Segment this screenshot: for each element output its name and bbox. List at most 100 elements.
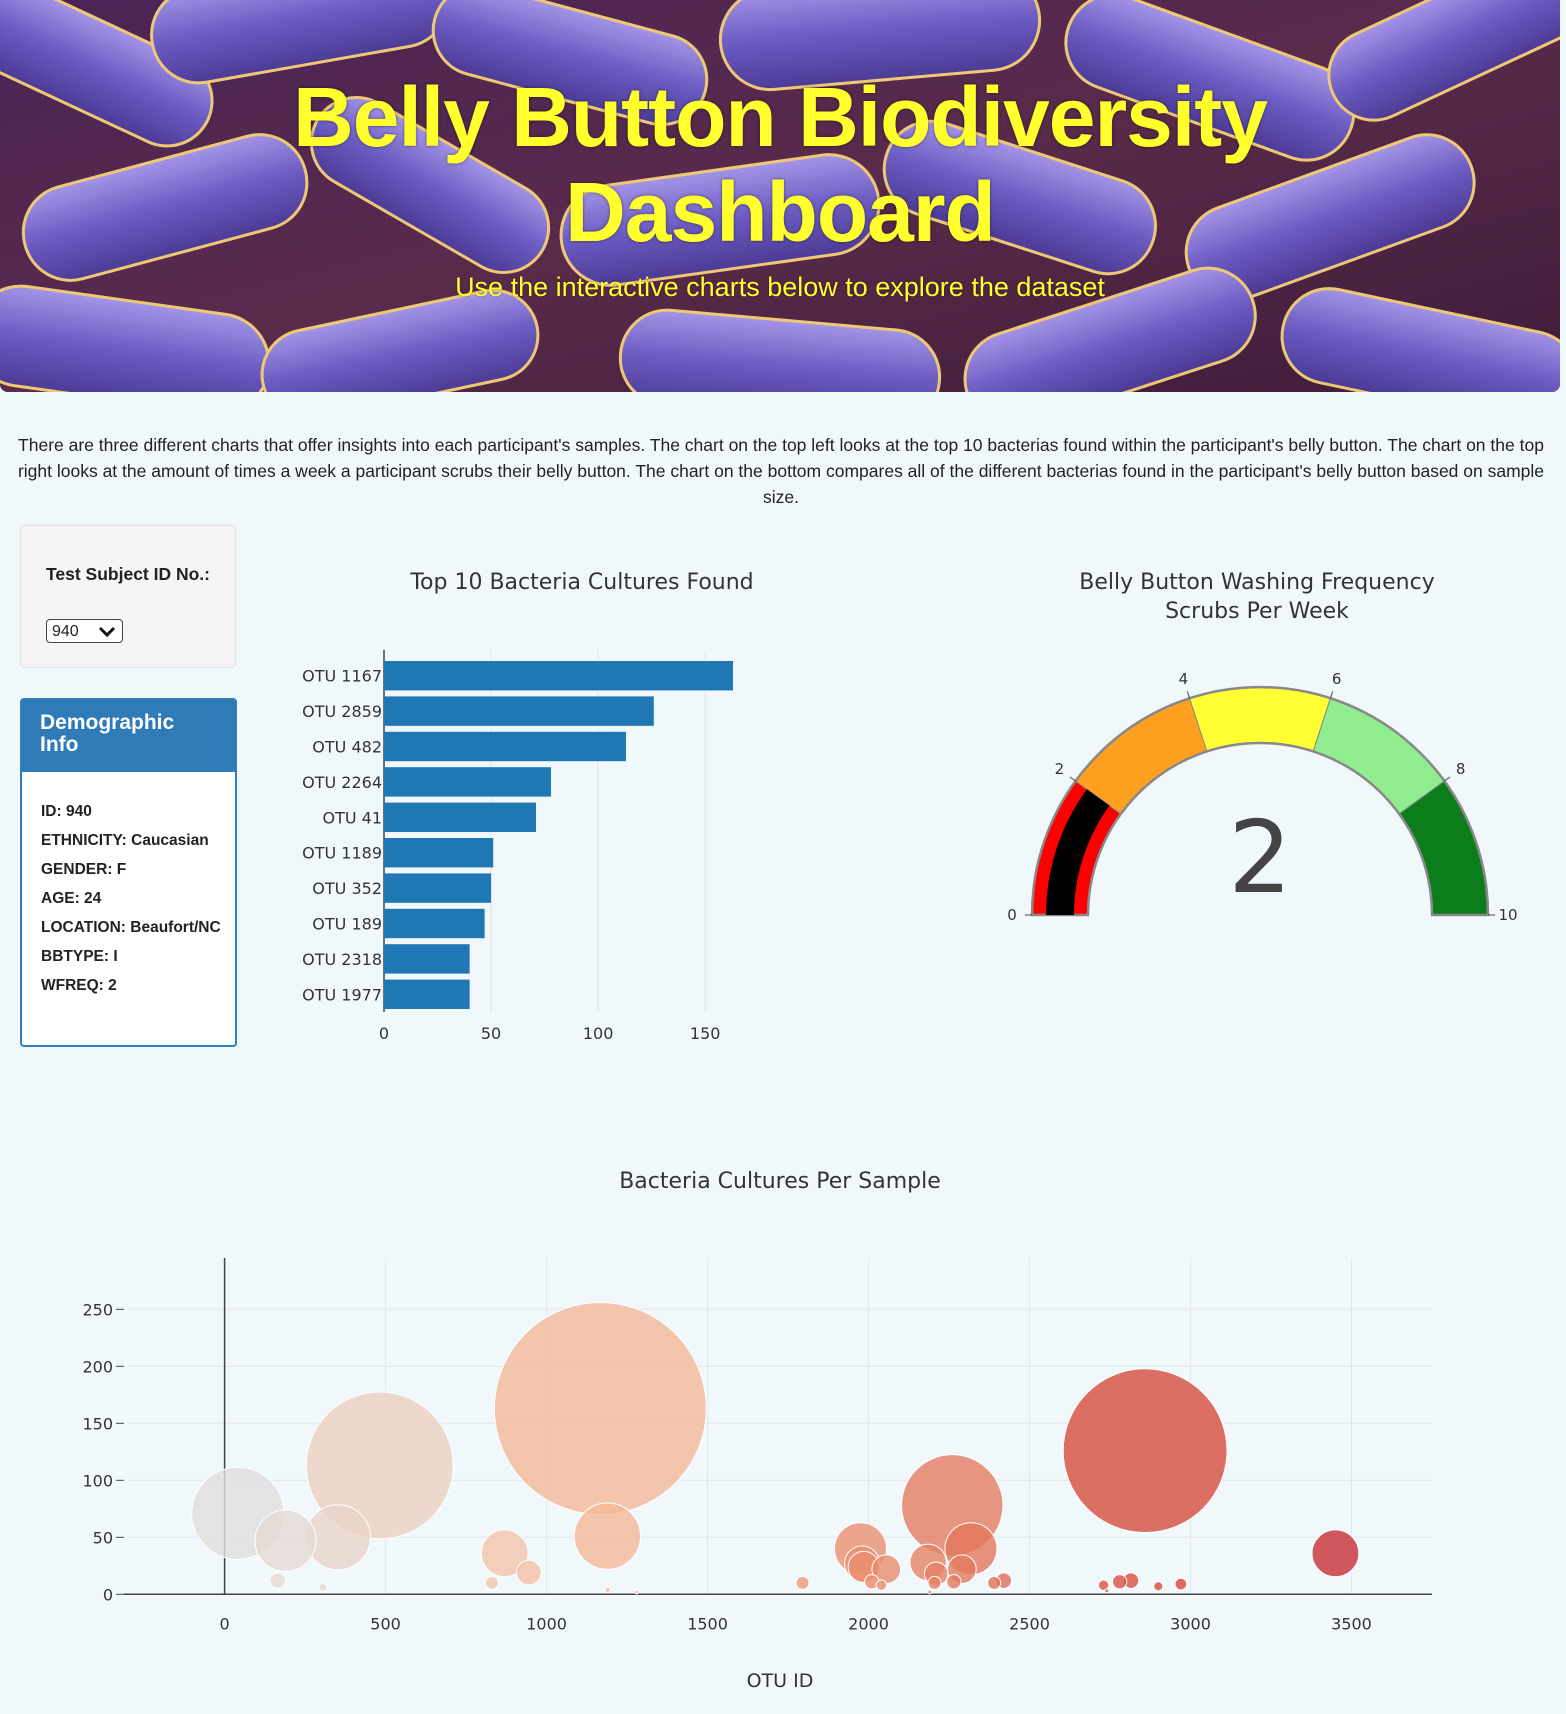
bubble-point[interactable] — [634, 1589, 640, 1595]
page-subtitle: Use the interactive charts below to expl… — [455, 272, 1105, 302]
gauge-tick-label: 10 — [1498, 906, 1517, 924]
bubble-point[interactable] — [1174, 1577, 1188, 1591]
bar-x-tick-label: 0 — [379, 1024, 389, 1043]
bubble-point[interactable] — [927, 1575, 942, 1590]
bubble-point[interactable] — [1097, 1579, 1110, 1591]
bubble-point[interactable] — [269, 1572, 287, 1589]
demographic-info-panel: Demographic Info ID: 940 ETHNICITY: Cauc… — [20, 698, 237, 1047]
bubble-x-axis-label: OTU ID — [747, 1670, 814, 1692]
bubble-x-tick-label: 1500 — [687, 1614, 728, 1633]
bar-y-tick-label: OTU 1167 — [302, 667, 382, 686]
bubble-x-tick-label: 3500 — [1331, 1614, 1372, 1633]
bubble-point[interactable] — [795, 1575, 810, 1590]
bar-x-tick-label: 50 — [481, 1024, 501, 1043]
demo-location: LOCATION: Beaufort/NC — [41, 919, 221, 936]
bubble-x-tick-label: 0 — [219, 1614, 229, 1633]
subject-selector-panel: Test Subject ID No.: 940 — [20, 525, 236, 668]
gauge-outline — [1030, 685, 1490, 917]
bar-y-tick-label: OTU 2859 — [302, 702, 382, 721]
demographic-info-title: Demographic Info — [22, 700, 235, 772]
gauge-tick — [1186, 691, 1191, 699]
gauge-value: 2 — [1228, 799, 1292, 916]
intro-text: There are three different charts that of… — [17, 435, 1545, 507]
washing-frequency-gauge: Belly Button Washing Frequency Scrubs Pe… — [1007, 570, 1517, 924]
bubble-point[interactable] — [305, 1391, 454, 1540]
bubble-point[interactable] — [1153, 1581, 1164, 1592]
bubble-y-tick-label: 0 — [103, 1585, 113, 1604]
gauge-tick-label: 0 — [1007, 906, 1017, 924]
bar-y-tick-label: OTU 352 — [312, 879, 382, 898]
bubble-point[interactable] — [254, 1509, 317, 1572]
bar-y-tick-label: OTU 2318 — [302, 950, 382, 969]
page-title-line2: Dashboard — [565, 165, 996, 259]
bubble-point[interactable] — [1112, 1574, 1128, 1590]
bar-otu-2859[interactable] — [384, 696, 654, 726]
bar-otu-1977[interactable] — [384, 979, 470, 1009]
bar-otu-482[interactable] — [384, 731, 626, 762]
bar-x-tick-label: 100 — [583, 1024, 614, 1043]
bubble-y-tick-label: 100 — [82, 1471, 113, 1490]
bubble-y-tick-label: 50 — [93, 1528, 113, 1547]
bubble-x-tick-label: 2500 — [1009, 1614, 1050, 1633]
bubble-x-tick-label: 3000 — [1170, 1614, 1211, 1633]
gauge-tick-label: 6 — [1332, 670, 1342, 688]
bubble-point[interactable] — [493, 1302, 707, 1515]
gauge-tick-label: 4 — [1179, 670, 1189, 688]
demographic-info-body: ID: 940 ETHNICITY: Caucasian GENDER: F A… — [22, 772, 235, 994]
gauge-tick-label: 2 — [1055, 760, 1065, 778]
subject-id-select[interactable]: 940 — [46, 619, 123, 643]
demo-age: AGE: 24 — [41, 890, 102, 907]
bubble-point[interactable] — [480, 1529, 529, 1578]
subject-id-selected-value: 940 — [52, 623, 79, 640]
bar-x-tick-label: 150 — [690, 1024, 721, 1043]
bubble-point[interactable] — [318, 1583, 328, 1592]
bubble-chart-title: Bacteria Cultures Per Sample — [619, 1169, 941, 1194]
bar-otu-2318[interactable] — [384, 944, 470, 974]
bubble-point[interactable] — [484, 1575, 499, 1590]
demo-gender: GENDER: F — [41, 861, 127, 878]
gauge-value-bar — [1046, 789, 1110, 915]
bar-otu-352[interactable] — [384, 873, 492, 903]
bar-y-tick-label: OTU 482 — [312, 738, 382, 757]
demo-id: ID: 940 — [41, 803, 92, 820]
bubble-point[interactable] — [573, 1502, 642, 1570]
page-title: Belly Button Biodiversity Dashboard — [0, 70, 1560, 260]
bubble-chart: Bacteria Cultures Per Sample 0 500 1000 150… — [82, 1169, 1432, 1692]
gauge-tick — [1069, 776, 1076, 782]
gauge-subtitle: Scrubs Per Week — [1165, 599, 1349, 624]
bar-y-tick-label: OTU 2264 — [302, 773, 382, 792]
gauge-tick — [1329, 691, 1334, 699]
gauge-title: Belly Button Washing Frequency — [1079, 570, 1434, 595]
demo-ethnicity: ETHNICITY: Caucasian — [41, 832, 209, 849]
bubble-y-tick-label: 200 — [82, 1357, 113, 1376]
bubble-point[interactable] — [875, 1579, 888, 1591]
bar-chart-title: Top 10 Bacteria Cultures Found — [409, 570, 753, 595]
bubble-point[interactable] — [1104, 1588, 1110, 1594]
bubble-point[interactable] — [1311, 1529, 1360, 1578]
bubble-x-tick-label: 2000 — [848, 1614, 889, 1633]
bar-otu-1167[interactable] — [384, 661, 734, 691]
subject-selector-label: Test Subject ID No.: — [46, 564, 210, 584]
bubble-point[interactable] — [927, 1589, 933, 1595]
chevron-down-icon — [98, 620, 116, 649]
bubble-point[interactable] — [1062, 1368, 1228, 1534]
gauge-tick — [1444, 776, 1451, 782]
bar-y-tick-label: OTU 1189 — [302, 844, 382, 863]
bacteria-background-image — [0, 0, 1560, 392]
bubble-y-tick-label: 150 — [82, 1414, 113, 1433]
bar-otu-2264[interactable] — [384, 767, 552, 797]
page-title-line1: Belly Button Biodiversity — [293, 70, 1268, 164]
hero-banner: Belly Button Biodiversity Dashboard Use … — [0, 0, 1560, 392]
bubble-point[interactable] — [604, 1586, 611, 1593]
bar-y-tick-label: OTU 1977 — [302, 985, 382, 1004]
bubble-x-tick-label: 1000 — [526, 1614, 567, 1633]
demo-wfreq: WFREQ: 2 — [41, 977, 117, 994]
demo-bbtype: BBTYPE: I — [41, 948, 118, 965]
bubble-point[interactable] — [987, 1575, 1002, 1590]
bubble-point[interactable] — [946, 1574, 962, 1590]
bar-otu-41[interactable] — [384, 802, 537, 832]
bubble-point[interactable] — [516, 1559, 542, 1586]
bar-otu-1189[interactable] — [384, 838, 494, 868]
bar-y-tick-label: OTU 41 — [322, 808, 382, 827]
bar-otu-189[interactable] — [384, 908, 485, 939]
